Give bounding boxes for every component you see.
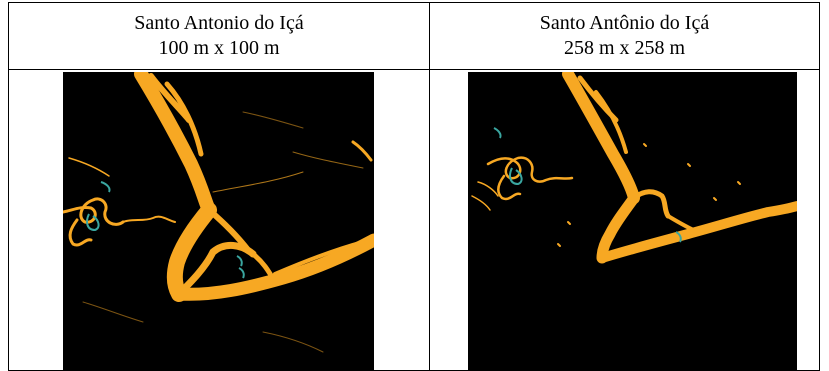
left-resolution: 100 m x 100 m [158,37,280,59]
river-map-100m [63,72,374,371]
river-map-100m-graphic [63,72,374,371]
right-resolution: 258 m x 258 m [563,37,686,59]
river-map-258m [468,72,797,371]
header-cell-left: Santo Antonio do Içá 100 m x 100 m [9,3,429,69]
right-title: Santo Antônio do Içá [539,12,710,34]
column-divider [429,2,430,371]
left-title: Santo Antonio do Içá [134,12,304,34]
header-divider [8,69,820,70]
river-map-258m-graphic [468,72,797,371]
header-cell-right: Santo Antônio do Içá 258 m x 258 m [430,3,819,69]
